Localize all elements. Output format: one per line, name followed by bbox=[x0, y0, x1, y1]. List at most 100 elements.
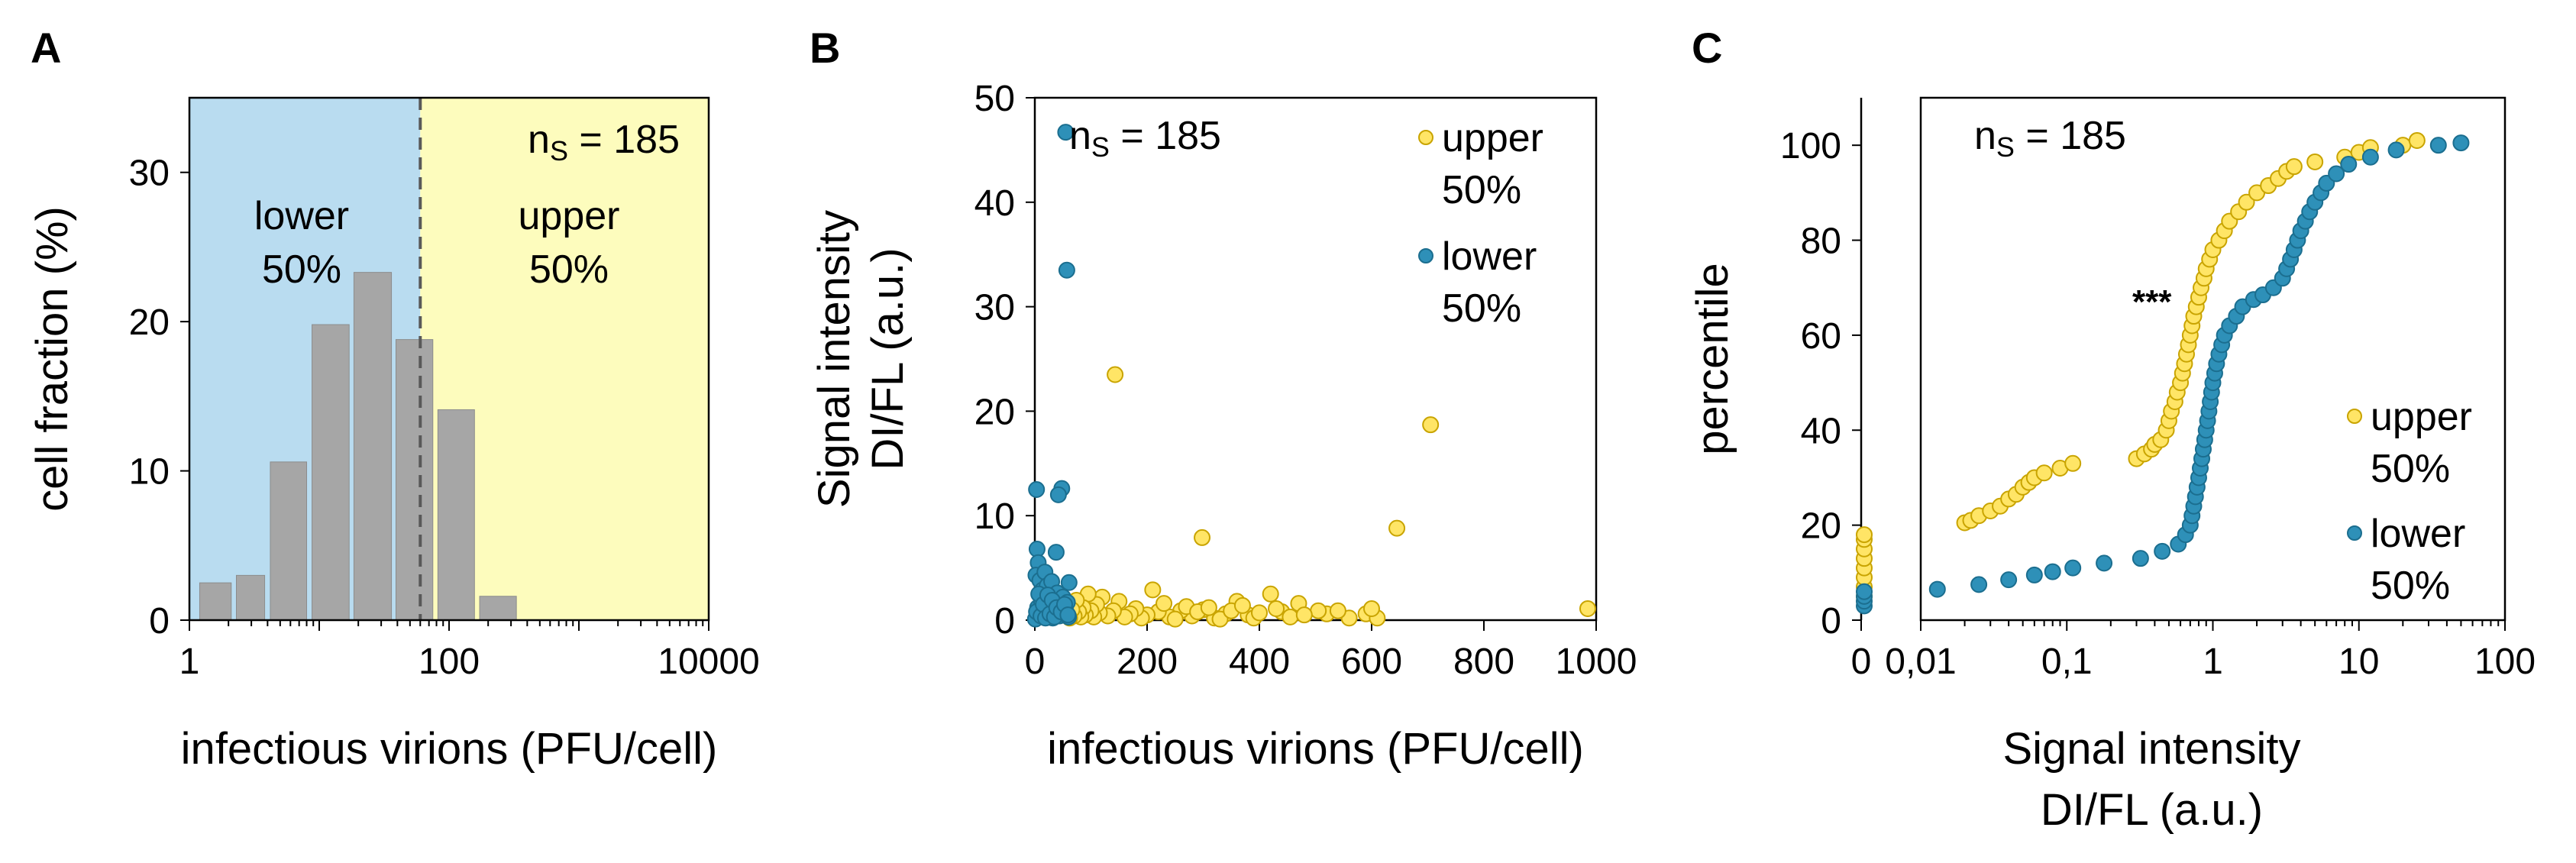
a-x-tick-label: 100 bbox=[419, 642, 480, 682]
b-point-lower bbox=[1058, 261, 1075, 279]
a-x-tick-label: 1 bbox=[179, 642, 200, 682]
a-bar bbox=[199, 582, 232, 621]
c-point-lower bbox=[2096, 554, 2113, 572]
b-y-tick-label: 10 bbox=[974, 496, 1015, 537]
b-point-upper bbox=[1329, 602, 1346, 619]
b-x-tick-label: 600 bbox=[1341, 642, 1402, 682]
c-y-tick-label: 80 bbox=[1801, 221, 1841, 262]
c-point-lower bbox=[1856, 583, 1873, 600]
b-ticks: 0 200 400 600 800 1000 0 10 20 30 40 50 bbox=[974, 79, 1637, 682]
a-bar bbox=[270, 461, 308, 621]
panel-a: A 1 100 10000 0 10 20 30 lower 50% upper 50% n… bbox=[27, 24, 760, 774]
c-y-tick-label: 60 bbox=[1801, 316, 1841, 357]
a-bars bbox=[199, 272, 517, 621]
c-x-tick-label: 0,1 bbox=[2041, 642, 2093, 682]
panel-letter-b: B bbox=[810, 24, 840, 72]
b-n-sub: S bbox=[1091, 131, 1110, 163]
b-point-lower bbox=[1049, 486, 1067, 503]
c-point-lower bbox=[2132, 550, 2149, 567]
c-x-tick-label: 10 bbox=[2338, 642, 2379, 682]
b-point-upper bbox=[1107, 366, 1124, 383]
b-x-tick-label: 800 bbox=[1453, 642, 1514, 682]
a-n-sub: S bbox=[550, 135, 568, 166]
b-point-upper bbox=[1310, 602, 1327, 619]
b-point-lower bbox=[1028, 481, 1046, 498]
b-legend: upper 50% lower 50% bbox=[1418, 116, 1543, 331]
panel-letter-a: A bbox=[31, 24, 61, 72]
a-lower-label: lower bbox=[254, 194, 349, 238]
b-legend-lower-pct: 50% bbox=[1442, 286, 1521, 331]
b-point-upper bbox=[1295, 606, 1313, 624]
panel-letter-c: C bbox=[1692, 24, 1722, 72]
b-point-upper bbox=[1262, 585, 1279, 603]
c-point-upper bbox=[2285, 158, 2303, 176]
a-n-prefix: n bbox=[528, 118, 550, 162]
c-y-tick-label: 20 bbox=[1801, 506, 1841, 547]
b-point-upper bbox=[1211, 610, 1229, 628]
c-point-lower bbox=[1928, 580, 1946, 598]
a-y-axis-label: cell fraction (%) bbox=[27, 206, 77, 512]
b-y-axis-label-line1: Signal intensity bbox=[810, 210, 859, 508]
b-point-upper bbox=[1422, 416, 1440, 434]
c-point-lower bbox=[1970, 576, 1988, 593]
c-point-lower bbox=[2387, 141, 2405, 159]
b-n-suffix: = 185 bbox=[1110, 114, 1221, 158]
b-point-upper bbox=[1200, 599, 1217, 616]
b-point-upper bbox=[1282, 608, 1299, 625]
c-significance-marker: *** bbox=[2132, 283, 2172, 321]
b-y-axis-label-line2: DI/FL (a.u.) bbox=[863, 247, 913, 470]
c-point-lower bbox=[2328, 165, 2345, 183]
b-n-prefix: n bbox=[1069, 114, 1091, 158]
b-point-upper bbox=[1144, 581, 1162, 599]
b-y-tick-label: 40 bbox=[974, 183, 1015, 224]
b-legend-upper-pct: 50% bbox=[1442, 168, 1521, 212]
b-point-lower bbox=[1060, 574, 1078, 591]
b-legend-lower-label: lower bbox=[1442, 234, 1537, 279]
b-points bbox=[1026, 124, 1596, 628]
b-point-lower bbox=[1059, 606, 1077, 624]
a-bar bbox=[479, 596, 517, 621]
c-legend-upper-marker bbox=[2347, 409, 2362, 424]
c-x-tick-label: 1 bbox=[2203, 642, 2223, 682]
a-y-tick-label: 0 bbox=[149, 601, 170, 642]
a-bar bbox=[312, 324, 350, 621]
c-point-lower bbox=[2044, 563, 2061, 580]
c-legend-lower-marker bbox=[2347, 525, 2362, 541]
a-y-tick-label: 10 bbox=[129, 452, 170, 493]
c-n-sub: S bbox=[1996, 131, 2015, 163]
c-legend-lower-label: lower bbox=[2371, 512, 2465, 556]
c-point-upper bbox=[2238, 193, 2255, 211]
b-point-upper bbox=[1233, 596, 1251, 614]
a-y-tick-label: 30 bbox=[129, 154, 170, 194]
b-y-tick-label: 30 bbox=[974, 288, 1015, 328]
b-y-tick-label: 20 bbox=[974, 392, 1015, 432]
c-x-axis-label-line2: DI/FL (a.u.) bbox=[2041, 785, 2263, 835]
b-legend-lower-marker bbox=[1418, 248, 1433, 263]
a-n-suffix: = 185 bbox=[568, 118, 680, 162]
c-legend-upper-pct: 50% bbox=[2371, 447, 2450, 491]
panel-c: C 0 20 40 60 80 100 0 0,01 0,1 1 10 100 nS = 185 **… bbox=[1688, 24, 2536, 835]
b-x-tick-label: 0 bbox=[1025, 642, 1046, 682]
b-y-tick-label: 50 bbox=[974, 79, 1015, 119]
a-ticks: 1 100 10000 0 10 20 30 bbox=[129, 154, 760, 682]
c-point-lower bbox=[2340, 156, 2358, 173]
b-legend-upper-label: upper bbox=[1442, 116, 1543, 160]
b-x-tick-label: 1000 bbox=[1556, 642, 1637, 682]
b-point-upper bbox=[1166, 610, 1184, 628]
c-y-tick-label: 0 bbox=[1821, 601, 1841, 642]
c-point-lower bbox=[2452, 134, 2470, 152]
c-y-tick-label: 40 bbox=[1801, 411, 1841, 451]
c-point-upper bbox=[2408, 131, 2426, 149]
c-legend-upper-label: upper bbox=[2371, 395, 2472, 439]
c-point-lower bbox=[2000, 571, 2018, 589]
c-point-upper bbox=[2035, 464, 2053, 482]
c-point-lower bbox=[2154, 542, 2171, 560]
b-legend-upper-marker bbox=[1418, 130, 1433, 145]
b-n-annotation: nS = 185 bbox=[1069, 114, 1221, 163]
b-x-tick-label: 400 bbox=[1229, 642, 1290, 682]
b-y-tick-label: 0 bbox=[994, 601, 1015, 642]
c-n-annotation: nS = 185 bbox=[1974, 114, 2126, 163]
c-point-lower bbox=[2025, 566, 2043, 583]
c-point-upper bbox=[2306, 153, 2324, 170]
a-x-tick-label: 10000 bbox=[658, 642, 759, 682]
